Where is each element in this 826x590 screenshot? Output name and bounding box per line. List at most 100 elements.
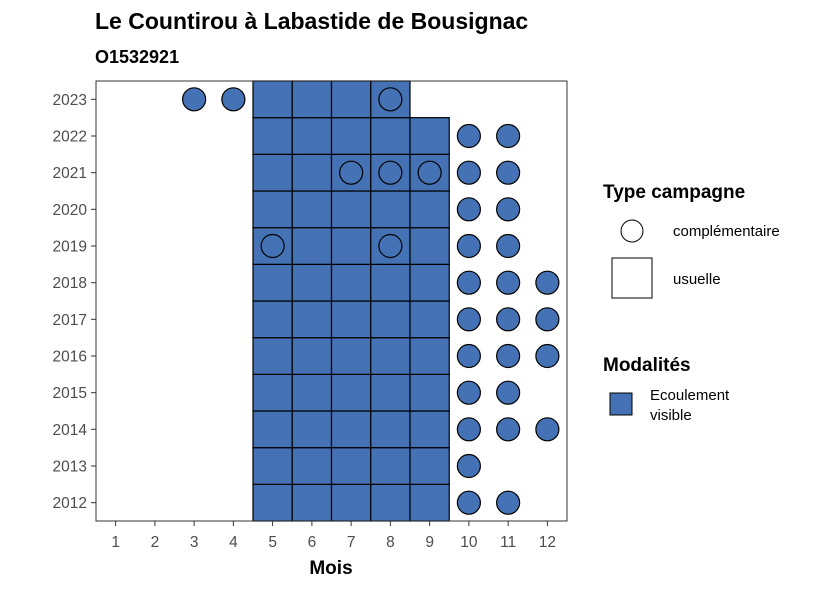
tile-2018-6 xyxy=(291,263,333,302)
point-2014-11 xyxy=(496,417,521,442)
legend-square-key xyxy=(611,257,653,299)
tile-2013-9 xyxy=(409,447,450,485)
y-axis: 2012 2013 2014 2015 2016 2017 2018 2019 2020 2021… xyxy=(53,92,96,512)
y-tick-label-2018: 2018 xyxy=(53,275,87,292)
point-2017-11 xyxy=(496,307,521,332)
point-2016-11 xyxy=(496,343,521,369)
tile-2012-8 xyxy=(370,483,411,522)
x-axis: 1 2 3 4 5 6 7 8 9 10 11 12 xyxy=(111,521,556,551)
tile-2014-9 xyxy=(409,410,450,449)
chart-title: Le Countirou à Labastide de Bousignac xyxy=(95,8,528,34)
tile-2017-6 xyxy=(291,300,333,339)
legend-title-shape: Type campagne xyxy=(603,182,745,203)
tile-2021-6 xyxy=(291,153,333,192)
tile-2013-7 xyxy=(330,447,372,485)
tile-2015-8 xyxy=(370,373,411,412)
point-2016-12 xyxy=(535,343,560,369)
point-2017-12 xyxy=(535,307,560,332)
tile-2013-6 xyxy=(291,447,333,485)
tile-2018-7 xyxy=(330,263,372,302)
tile-2020-8 xyxy=(370,190,411,229)
tile-2018-8 xyxy=(370,263,411,302)
points-layer xyxy=(182,87,560,515)
tile-2023-6 xyxy=(291,80,333,119)
point-2012-11 xyxy=(496,490,521,515)
tile-2016-8 xyxy=(370,337,411,375)
tile-2013-8 xyxy=(370,447,411,485)
tile-2012-7 xyxy=(330,483,372,522)
x-tick-label-11: 11 xyxy=(500,534,516,551)
y-tick-label-2020: 2020 xyxy=(53,202,88,219)
tile-2016-7 xyxy=(330,337,372,375)
y-tick-label-2012: 2012 xyxy=(53,495,87,512)
point-2014-12 xyxy=(535,417,560,442)
tile-2017-9 xyxy=(409,300,450,339)
point-2023-3 xyxy=(182,87,207,112)
point-2021-11 xyxy=(496,160,521,185)
point-2017-10 xyxy=(456,307,481,332)
x-tick-label-1: 1 xyxy=(111,534,120,551)
tile-2012-5 xyxy=(252,483,293,522)
tile-2019-6 xyxy=(291,227,333,265)
y-tick-label-2022: 2022 xyxy=(53,129,87,146)
tile-2015-6 xyxy=(291,373,333,412)
legend-label-complementaire: complémentaire xyxy=(673,223,780,240)
tile-2019-9 xyxy=(409,227,450,265)
tile-2020-6 xyxy=(291,190,333,229)
point-2020-11 xyxy=(496,197,521,222)
x-tick-label-8: 8 xyxy=(386,534,395,551)
x-tick-label-9: 9 xyxy=(425,534,434,551)
x-tick-label-10: 10 xyxy=(460,534,478,551)
y-tick-label-2016: 2016 xyxy=(53,349,87,366)
tile-2016-6 xyxy=(291,337,333,375)
tile-2020-7 xyxy=(330,190,372,229)
y-tick-label-2015: 2015 xyxy=(53,385,87,402)
tile-2022-8 xyxy=(370,117,411,155)
legend-label-ecoulement: Ecoulement xyxy=(650,387,730,404)
legend-title-fill: Modalités xyxy=(603,355,691,376)
tile-2022-6 xyxy=(291,117,333,155)
tile-2018-9 xyxy=(409,263,450,302)
x-tick-label-4: 4 xyxy=(229,534,238,551)
point-2015-10 xyxy=(456,380,481,405)
point-2021-10 xyxy=(456,160,481,185)
tile-2016-9 xyxy=(409,337,450,375)
y-tick-label-2017: 2017 xyxy=(53,312,87,329)
point-2014-10 xyxy=(456,417,481,442)
tile-2019-7 xyxy=(330,227,372,265)
x-tick-label-12: 12 xyxy=(539,534,556,551)
x-tick-label-5: 5 xyxy=(268,534,277,551)
point-2019-8 xyxy=(378,233,403,259)
point-2020-10 xyxy=(456,197,481,222)
tile-2020-5 xyxy=(252,190,293,229)
tile-2014-8 xyxy=(370,410,411,449)
tile-2014-7 xyxy=(330,410,372,449)
point-2019-5 xyxy=(260,233,285,259)
tile-2015-9 xyxy=(409,373,450,412)
y-tick-label-2013: 2013 xyxy=(53,459,87,476)
x-tick-label-3: 3 xyxy=(190,534,199,551)
point-2012-10 xyxy=(456,490,481,515)
point-2016-10 xyxy=(456,343,481,369)
tile-2016-5 xyxy=(252,337,293,375)
point-2018-10 xyxy=(456,270,481,295)
point-2013-10 xyxy=(456,453,481,479)
legend-circle-key xyxy=(620,219,644,243)
tile-2014-5 xyxy=(252,410,293,449)
tile-2022-7 xyxy=(330,117,372,155)
chart-subtitle: O1532921 xyxy=(95,47,179,67)
tile-2021-5 xyxy=(252,153,293,192)
point-2019-10 xyxy=(456,233,481,259)
point-2021-7 xyxy=(339,160,364,185)
y-tick-label-2021: 2021 xyxy=(53,165,87,182)
tile-2022-9 xyxy=(409,117,450,155)
tile-2017-5 xyxy=(252,300,293,339)
tile-2017-8 xyxy=(370,300,411,339)
tile-2018-5 xyxy=(252,263,293,302)
legend-label-usuelle: usuelle xyxy=(673,271,721,288)
point-2015-11 xyxy=(496,380,521,405)
point-2022-11 xyxy=(496,123,521,149)
tiles-layer xyxy=(252,80,450,522)
legend-label-visible: visible xyxy=(650,407,692,424)
x-axis-title: Mois xyxy=(309,558,352,579)
